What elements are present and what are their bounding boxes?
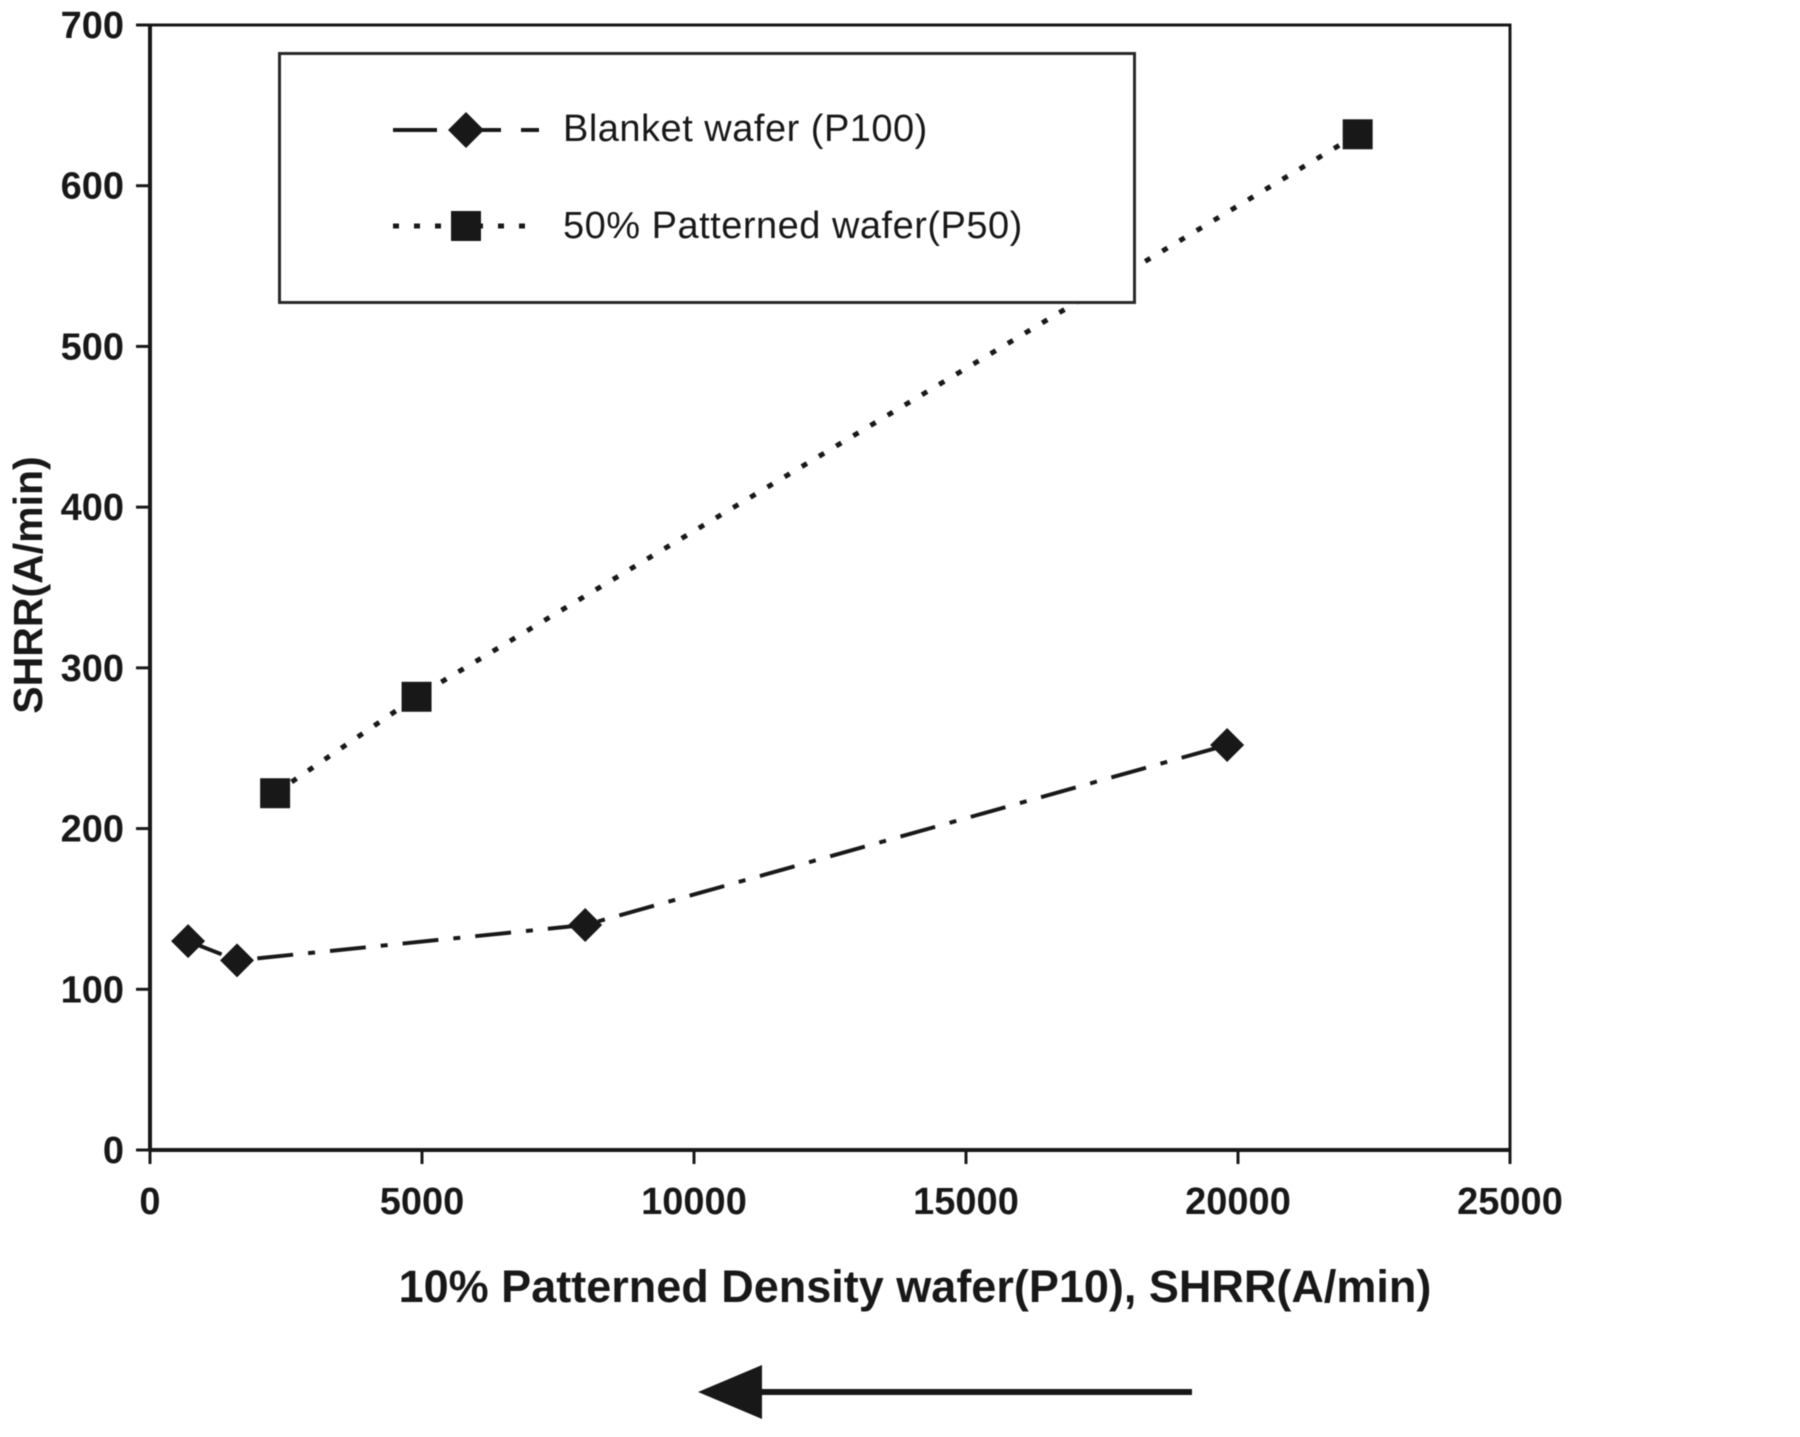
- y-tick-label: 100: [61, 969, 124, 1011]
- y-tick-label: 0: [103, 1130, 124, 1172]
- legend-label: Blanket wafer (P100): [563, 108, 928, 151]
- square-marker: [1342, 119, 1373, 150]
- x-axis: 0 5000 10000 15000 20000 25000: [139, 1150, 1563, 1223]
- y-tick-label: 400: [61, 487, 124, 529]
- y-tick-label: 600: [61, 166, 124, 208]
- square-marker: [401, 681, 432, 712]
- x-axis-title: 10% Patterned Density wafer(P10), SHRR(A…: [399, 1261, 1432, 1312]
- x-tick-label: 5000: [380, 1181, 465, 1223]
- diamond-marker: [1210, 728, 1245, 762]
- dash-dot-diamond-sample-icon: [393, 111, 539, 148]
- y-axis: 0 100 200 300 400 500 600 700: [61, 5, 150, 1172]
- legend-item-patterned-wafer: 50% Patterned wafer(P50): [391, 204, 1133, 248]
- legend-label: 50% Patterned wafer(P50): [563, 204, 1023, 247]
- y-tick-label: 200: [61, 809, 124, 851]
- y-tick-label: 500: [61, 326, 124, 368]
- dotted-square-sample-icon: [393, 211, 539, 242]
- series-line: [187, 743, 1228, 963]
- x-tick-label: 25000: [1457, 1181, 1563, 1223]
- x-tick-label: 20000: [1185, 1181, 1291, 1223]
- x-tick-label: 15000: [913, 1181, 1019, 1223]
- y-tick-label: 700: [61, 5, 124, 47]
- x-tick-label: 10000: [641, 1181, 747, 1223]
- legend-item-blanket-wafer: Blanket wafer (P100): [391, 108, 1133, 152]
- series-blanket-wafer-p100: [171, 728, 1245, 978]
- left-arrow-icon: [698, 1365, 1192, 1419]
- y-tick-label: 300: [61, 648, 124, 690]
- square-marker: [260, 778, 291, 809]
- series-patterned-wafer-p50: [260, 119, 1373, 809]
- diamond-marker: [220, 943, 255, 978]
- series-line: [273, 132, 1359, 796]
- diamond-marker: [568, 908, 603, 942]
- legend: Blanket wafer (P100) 50% Patterned wafer…: [278, 52, 1136, 304]
- x-tick-label: 0: [139, 1181, 160, 1223]
- y-axis-title: SHRR(A/min): [5, 456, 51, 713]
- diamond-marker: [171, 924, 206, 959]
